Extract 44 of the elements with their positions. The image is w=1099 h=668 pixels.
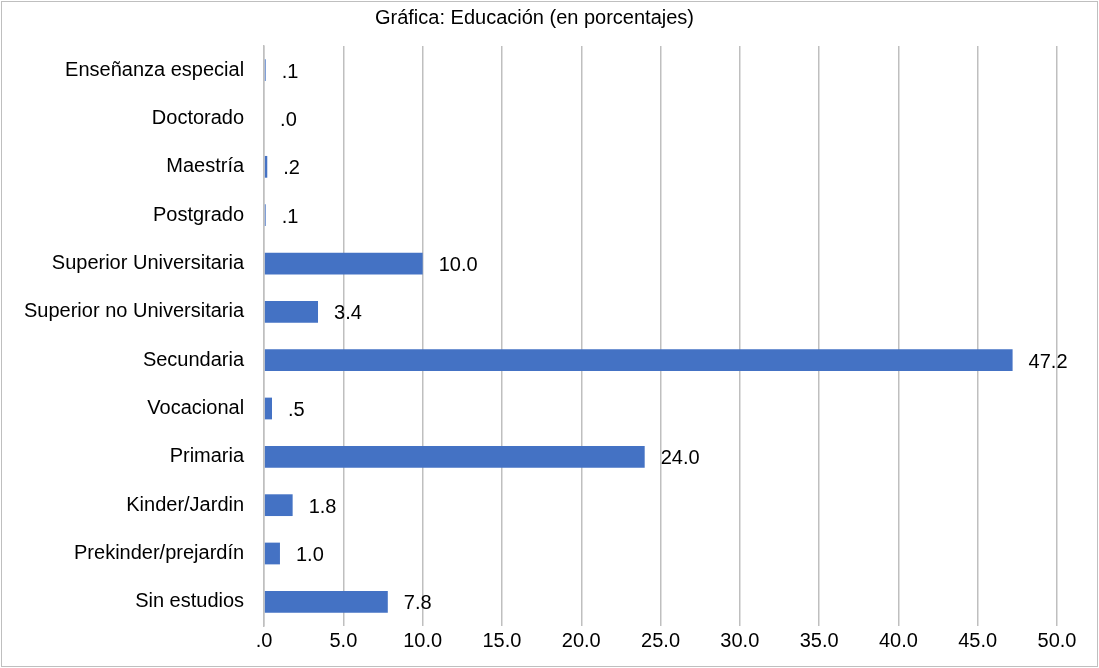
bar <box>264 252 423 275</box>
y-tick-label: Superior no Universitaria <box>23 299 245 322</box>
data-label: 7.8 <box>403 591 432 614</box>
data-label: 10.0 <box>438 253 478 276</box>
y-tick-label: Maestría <box>166 154 245 177</box>
x-tick-label: 45.0 <box>958 628 998 651</box>
x-tick-label: 10.0 <box>403 628 443 651</box>
bar <box>264 494 293 517</box>
x-tick-label: 40.0 <box>878 628 918 651</box>
x-tick-label: 15.0 <box>482 628 522 651</box>
data-label: 1.0 <box>295 543 324 566</box>
y-tick-label: Kinder/Jardin <box>126 492 245 515</box>
data-label: .0 <box>280 108 297 131</box>
bar <box>264 590 388 613</box>
x-tick-label: 50.0 <box>1037 628 1077 651</box>
y-tick-label: Vocacional <box>147 396 245 419</box>
data-label: 3.4 <box>334 301 362 324</box>
data-label: .1 <box>281 204 299 227</box>
data-label: .2 <box>283 156 300 179</box>
bar <box>264 445 645 468</box>
chart-title: Gráfica: Educación (en porcentajes) <box>374 5 695 28</box>
data-label: .5 <box>288 398 305 421</box>
y-tick-label: Secundaria <box>142 347 245 370</box>
bar <box>264 542 280 565</box>
x-tick-label: .0 <box>255 628 273 651</box>
data-label: 1.8 <box>308 494 337 517</box>
x-tick-label: 25.0 <box>641 628 681 651</box>
x-tick-label: 35.0 <box>799 628 839 651</box>
y-tick-label: Primaria <box>169 444 245 467</box>
y-tick-label: Superior Universitaria <box>51 251 245 274</box>
x-tick-label: 30.0 <box>720 628 760 651</box>
bar <box>264 397 273 420</box>
x-tick-label: 5.0 <box>329 628 358 651</box>
bar <box>264 300 319 323</box>
y-tick-label: Prekinder/prejardín <box>74 541 245 564</box>
data-label: 47.2 <box>1028 349 1068 372</box>
y-tick-label: Sin estudios <box>135 589 245 612</box>
data-label: .1 <box>281 59 299 82</box>
y-tick-label: Doctorado <box>151 106 245 129</box>
bar <box>264 349 1013 372</box>
data-label: 24.0 <box>660 446 700 469</box>
y-tick-label: Postgrado <box>152 202 245 225</box>
y-tick-label: Enseñanza especial <box>65 57 245 80</box>
x-tick-label: 20.0 <box>561 628 601 651</box>
